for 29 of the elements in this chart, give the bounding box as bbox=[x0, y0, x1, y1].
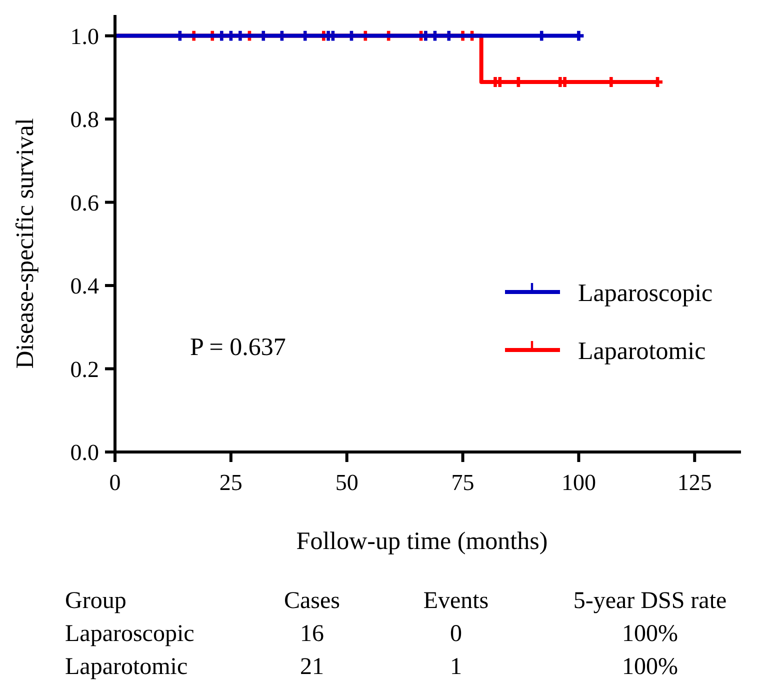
y-tick-label: 1.0 bbox=[70, 24, 99, 49]
y-axis-title: Disease-specific survival bbox=[12, 118, 39, 369]
y-tick-label: 0.8 bbox=[70, 107, 99, 132]
text: 0 bbox=[450, 621, 462, 647]
text: 16 bbox=[300, 621, 324, 647]
legend-label: Laparoscopic bbox=[578, 280, 713, 307]
y-tick-label: 0.4 bbox=[70, 274, 100, 299]
x-tick-label: 25 bbox=[219, 470, 242, 495]
text: 100% bbox=[622, 621, 678, 647]
x-tick-label: 75 bbox=[451, 470, 474, 495]
text: 1 bbox=[450, 654, 462, 680]
y-tick-label: 0.0 bbox=[70, 440, 99, 465]
text: 5-year DSS rate bbox=[573, 588, 727, 614]
y-tick-label: 0.6 bbox=[70, 190, 99, 216]
y-tick-label: 0.2 bbox=[70, 356, 99, 382]
text: Laparoscopic bbox=[65, 621, 194, 647]
x-tick-label: 50 bbox=[335, 470, 358, 495]
text: Cases bbox=[284, 588, 340, 614]
x-tick-label: 100 bbox=[561, 470, 596, 495]
x-axis-title: Follow-up time (months) bbox=[296, 528, 548, 555]
x-tick-label: 125 bbox=[677, 470, 712, 495]
text: Group bbox=[65, 588, 126, 614]
text: Laparotomic bbox=[65, 654, 188, 680]
text: 100% bbox=[622, 654, 678, 680]
text: 21 bbox=[300, 654, 324, 680]
legend-label: Laparotomic bbox=[578, 338, 706, 365]
annotation: P = 0.637 bbox=[190, 334, 286, 361]
text: Events bbox=[423, 588, 489, 614]
x-tick-label: 0 bbox=[109, 470, 121, 495]
